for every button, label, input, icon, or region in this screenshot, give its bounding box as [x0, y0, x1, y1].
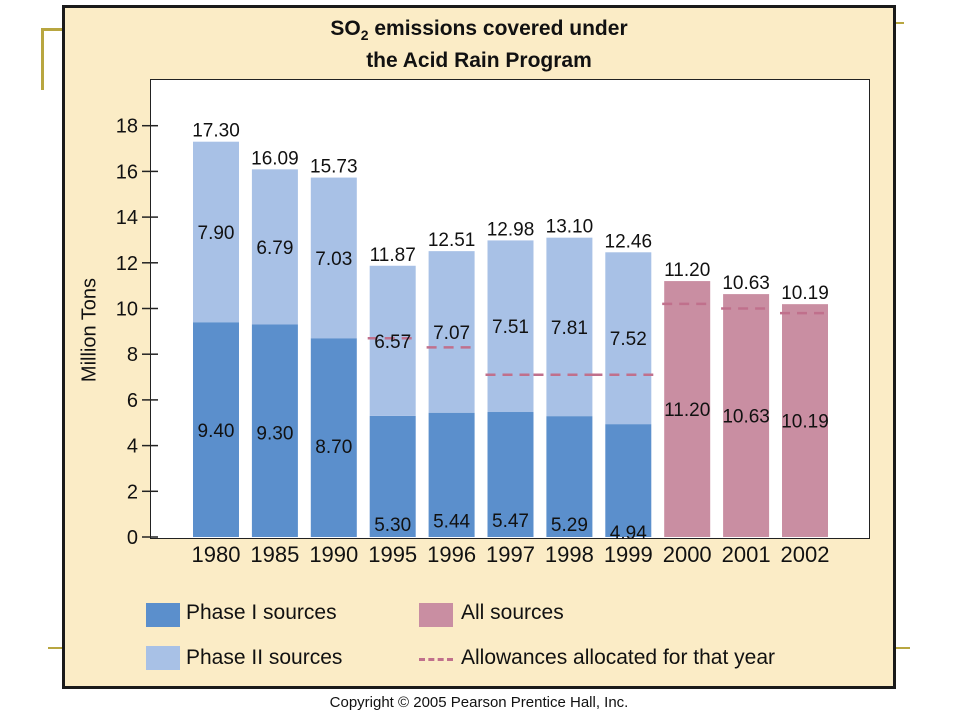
label-phase1-1996: 5.44 [433, 512, 470, 533]
slide-decoration-right [896, 22, 904, 24]
label-phase2-1998: 7.81 [551, 318, 588, 339]
bar-all-2002 [782, 304, 828, 537]
x-tick-label-2001: 2001 [722, 542, 771, 567]
bar-phase2-1995 [369, 265, 416, 416]
bar-phase1-1998 [546, 416, 593, 537]
label-total-1995: 11.87 [370, 245, 416, 266]
x-tick-label-1996: 1996 [427, 542, 476, 567]
bar-phase1-1999 [605, 424, 652, 537]
bar-phase2-1985 [251, 169, 298, 325]
legend-label-allowances: Allowances allocated for that year [461, 646, 776, 669]
x-axis: 1980 1985 1990 1995 1996 1997 1998 1999 2000 2001… [192, 542, 830, 567]
bar-phase1-1980 [193, 322, 239, 537]
label-phase2-1996: 7.07 [433, 323, 470, 344]
label-total-1985: 16.09 [251, 148, 299, 169]
y-tick-label-10: 10 [116, 299, 138, 321]
bar-phase1-1990 [310, 338, 357, 537]
label-phase1-1999: 4.94 [610, 523, 647, 544]
x-tick-label-1999: 1999 [604, 542, 653, 567]
label-total-2001: 10.63 [722, 273, 770, 294]
label-phase2-1997: 7.51 [492, 317, 529, 338]
label-phase2-1985: 6.79 [256, 238, 293, 259]
bars [193, 141, 828, 537]
label-all-2001: 10.63 [722, 407, 770, 428]
bar-all-2001 [723, 294, 770, 537]
bar-phase1-1996 [428, 412, 475, 537]
label-phase2-1995: 6.57 [374, 332, 411, 353]
label-total-2002: 10.19 [781, 283, 829, 304]
legend-label-all: All sources [461, 601, 564, 624]
x-tick-label-1995: 1995 [368, 542, 417, 567]
label-phase1-1990: 8.70 [315, 437, 352, 458]
legend-label-phase2: Phase II sources [186, 646, 343, 669]
allowance-lines [367, 302, 830, 377]
y-tick-label-14: 14 [116, 207, 138, 229]
label-total-1998: 13.10 [546, 217, 594, 238]
label-total-1990: 15.73 [310, 157, 358, 178]
label-total-2000: 11.20 [664, 260, 710, 281]
y-tick-label-6: 6 [127, 390, 138, 412]
bar-phase1-1995 [369, 415, 416, 537]
x-tick-label-1997: 1997 [486, 542, 535, 567]
label-phase1-1980: 9.40 [198, 421, 235, 442]
chart-title: SO2 emissions covered under the Acid Rai… [330, 17, 628, 73]
label-phase2-1990: 7.03 [315, 249, 352, 270]
x-tick-label-2002: 2002 [781, 542, 830, 567]
bar-phase1-1985 [251, 324, 298, 537]
copyright-text: Copyright © 2005 Pearson Prentice Hall, … [329, 694, 629, 711]
y-tick-label-2: 2 [127, 481, 138, 503]
x-tick-label-1980: 1980 [192, 542, 241, 567]
label-phase1-1995: 5.30 [374, 515, 411, 536]
y-tick-label-8: 8 [127, 344, 138, 366]
label-all-2002: 10.19 [781, 412, 829, 433]
slide-decoration-bottom-left [48, 647, 62, 649]
label-total-1980: 17.30 [192, 121, 240, 142]
data-labels: 9.40 7.90 17.30 9.30 6.79 16.09 8.70 7.03 15.73 5… [192, 121, 829, 544]
bar-phase2-1998 [546, 237, 593, 417]
y-tick-label-18: 18 [116, 116, 138, 138]
label-phase1-1985: 9.30 [256, 423, 293, 444]
legend-swatch-phase1 [146, 603, 180, 627]
legend-swatch-phase2 [146, 646, 180, 670]
label-all-2000: 11.20 [664, 400, 710, 421]
y-tick-label-12: 12 [116, 253, 138, 275]
x-tick-label-2000: 2000 [663, 542, 712, 567]
x-tick-label-1990: 1990 [309, 542, 358, 567]
slide-decoration-top-vertical [41, 28, 44, 90]
x-tick-label-1985: 1985 [250, 542, 299, 567]
bar-phase2-1996 [428, 251, 475, 413]
label-phase2-1999: 7.52 [610, 329, 647, 350]
bar-phase2-1990 [310, 177, 357, 339]
y-tick-label-4: 4 [127, 436, 138, 458]
bar-all-2000 [664, 281, 711, 537]
bar-phase2-1999 [605, 252, 652, 425]
x-tick-label-1998: 1998 [545, 542, 594, 567]
label-phase1-1997: 5.47 [492, 511, 529, 532]
label-phase1-1998: 5.29 [551, 515, 588, 536]
legend-label-phase1: Phase I sources [186, 601, 337, 624]
bar-phase1-1997 [487, 412, 534, 537]
bar-phase2-1997 [487, 240, 534, 413]
label-total-1997: 12.98 [487, 219, 535, 240]
legend-swatch-all [419, 603, 453, 627]
slide-decoration-bottom-right [896, 647, 910, 649]
bar-phase2-1980 [193, 141, 239, 323]
y-tick-label-16: 16 [116, 161, 138, 183]
y-tick-label-0: 0 [127, 527, 138, 549]
y-axis: 0 2 4 6 8 10 12 14 16 18 [116, 116, 158, 549]
legend-swatch-allowances [419, 658, 453, 661]
label-total-1999: 12.46 [605, 231, 653, 252]
label-phase2-1980: 7.90 [198, 223, 235, 244]
slide-decoration-top-horizontal [41, 28, 65, 31]
label-total-1996: 12.51 [428, 230, 476, 251]
